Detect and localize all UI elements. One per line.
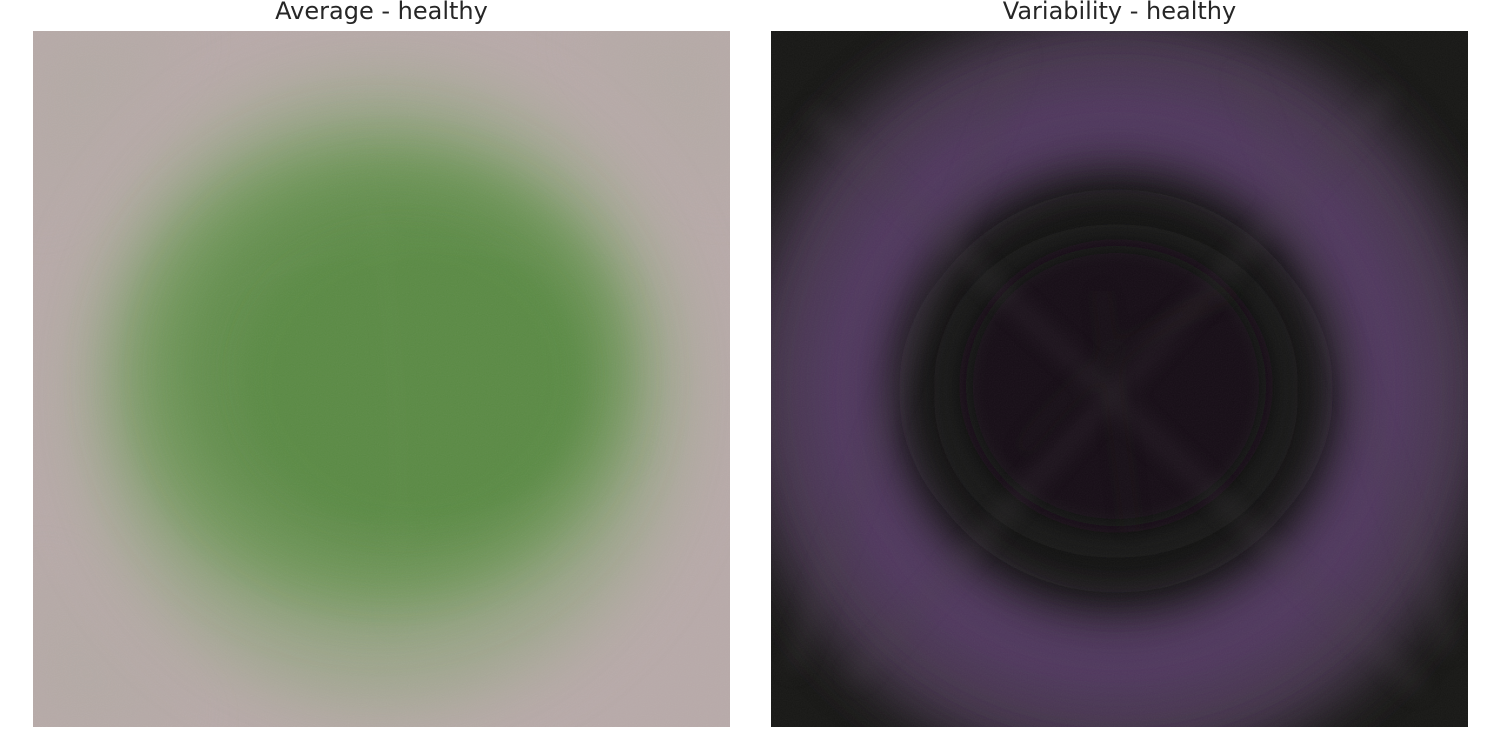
variability-image — [771, 31, 1468, 727]
average-panel-title: Average - healthy — [33, 0, 730, 28]
variability-panel-title: Variability - healthy — [771, 0, 1468, 28]
average-image — [33, 31, 730, 727]
